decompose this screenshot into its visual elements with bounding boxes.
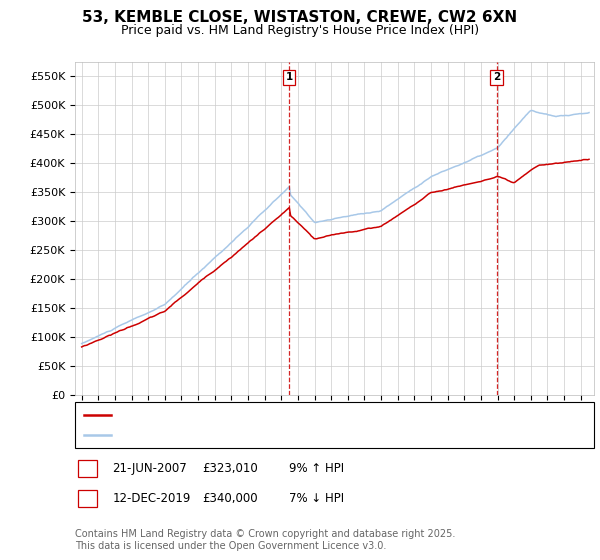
Text: 9% ↑ HPI: 9% ↑ HPI	[289, 462, 344, 475]
Text: Price paid vs. HM Land Registry's House Price Index (HPI): Price paid vs. HM Land Registry's House …	[121, 24, 479, 36]
Text: 1: 1	[286, 72, 293, 82]
Text: Contains HM Land Registry data © Crown copyright and database right 2025.
This d: Contains HM Land Registry data © Crown c…	[75, 529, 455, 551]
Text: 2: 2	[493, 72, 500, 82]
Text: HPI: Average price, detached house, Cheshire East: HPI: Average price, detached house, Ches…	[117, 430, 400, 440]
Text: 2: 2	[83, 492, 92, 505]
Text: 21-JUN-2007: 21-JUN-2007	[112, 462, 187, 475]
Text: 7% ↓ HPI: 7% ↓ HPI	[289, 492, 344, 505]
Text: 12-DEC-2019: 12-DEC-2019	[112, 492, 191, 505]
Text: 1: 1	[83, 462, 92, 475]
Text: £323,010: £323,010	[202, 462, 258, 475]
Text: £340,000: £340,000	[202, 492, 258, 505]
Text: 53, KEMBLE CLOSE, WISTASTON, CREWE, CW2 6XN: 53, KEMBLE CLOSE, WISTASTON, CREWE, CW2 …	[82, 10, 518, 25]
Text: 53, KEMBLE CLOSE, WISTASTON, CREWE, CW2 6XN (detached house): 53, KEMBLE CLOSE, WISTASTON, CREWE, CW2 …	[117, 410, 505, 420]
